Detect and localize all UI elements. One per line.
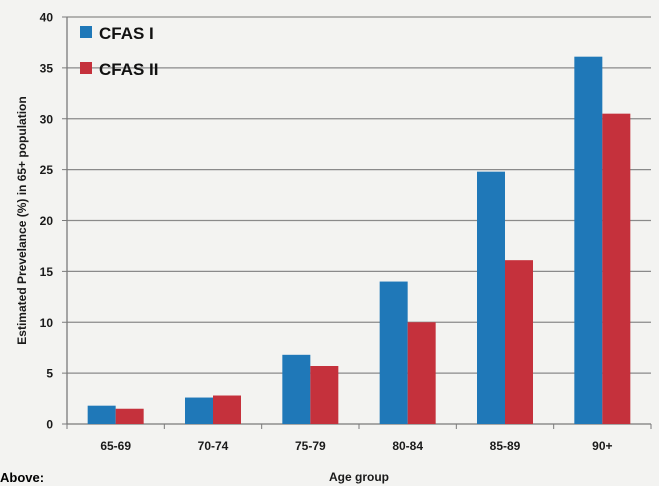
bar-cfas-ii-90+ bbox=[602, 113, 631, 424]
x-tick-label: 90+ bbox=[592, 439, 612, 453]
bar-cfas-i-75-79 bbox=[282, 354, 311, 424]
y-tick-label: 10 bbox=[40, 316, 54, 330]
footer-caption-fragment: Above: bbox=[0, 470, 45, 485]
y-tick-label: 25 bbox=[40, 163, 54, 177]
y-tick-label: 5 bbox=[46, 367, 53, 381]
bar-cfas-i-65-69 bbox=[87, 405, 116, 424]
bar-cfas-ii-65-69 bbox=[115, 408, 144, 424]
bar-cfas-i-90+ bbox=[574, 56, 603, 425]
legend-swatch-cfas-i bbox=[80, 26, 92, 38]
bar-cfas-ii-75-79 bbox=[310, 366, 339, 424]
y-tick-label: 15 bbox=[40, 265, 54, 279]
bar-cfas-ii-70-74 bbox=[213, 395, 241, 424]
bar-cfas-i-70-74 bbox=[185, 397, 213, 424]
x-tick-label: 70-74 bbox=[198, 439, 229, 453]
y-tick-label: 20 bbox=[40, 214, 54, 228]
y-tick-label: 40 bbox=[40, 11, 54, 25]
y-tick-label: 35 bbox=[40, 61, 54, 75]
y-tick-label: 0 bbox=[46, 418, 53, 432]
x-tick-label: 85-89 bbox=[490, 439, 521, 453]
y-axis-label: Estimated Prevelance (%) in 65+ populati… bbox=[15, 96, 29, 344]
y-tick-label: 30 bbox=[40, 112, 54, 126]
legend-label-cfas-i: CFAS I bbox=[99, 24, 154, 43]
x-axis-label: Age group bbox=[329, 470, 389, 484]
bar-cfas-i-85-89 bbox=[477, 171, 505, 424]
x-tick-label: 75-79 bbox=[295, 439, 326, 453]
bar-cfas-ii-85-89 bbox=[505, 260, 533, 424]
x-tick-label: 80-84 bbox=[392, 439, 423, 453]
x-tick-label: 65-69 bbox=[100, 439, 131, 453]
bar-cfas-i-80-84 bbox=[379, 281, 408, 424]
legend-swatch-cfas-ii bbox=[80, 62, 92, 74]
bar-cfas-ii-80-84 bbox=[407, 322, 436, 424]
legend-label-cfas-ii: CFAS II bbox=[99, 60, 159, 79]
